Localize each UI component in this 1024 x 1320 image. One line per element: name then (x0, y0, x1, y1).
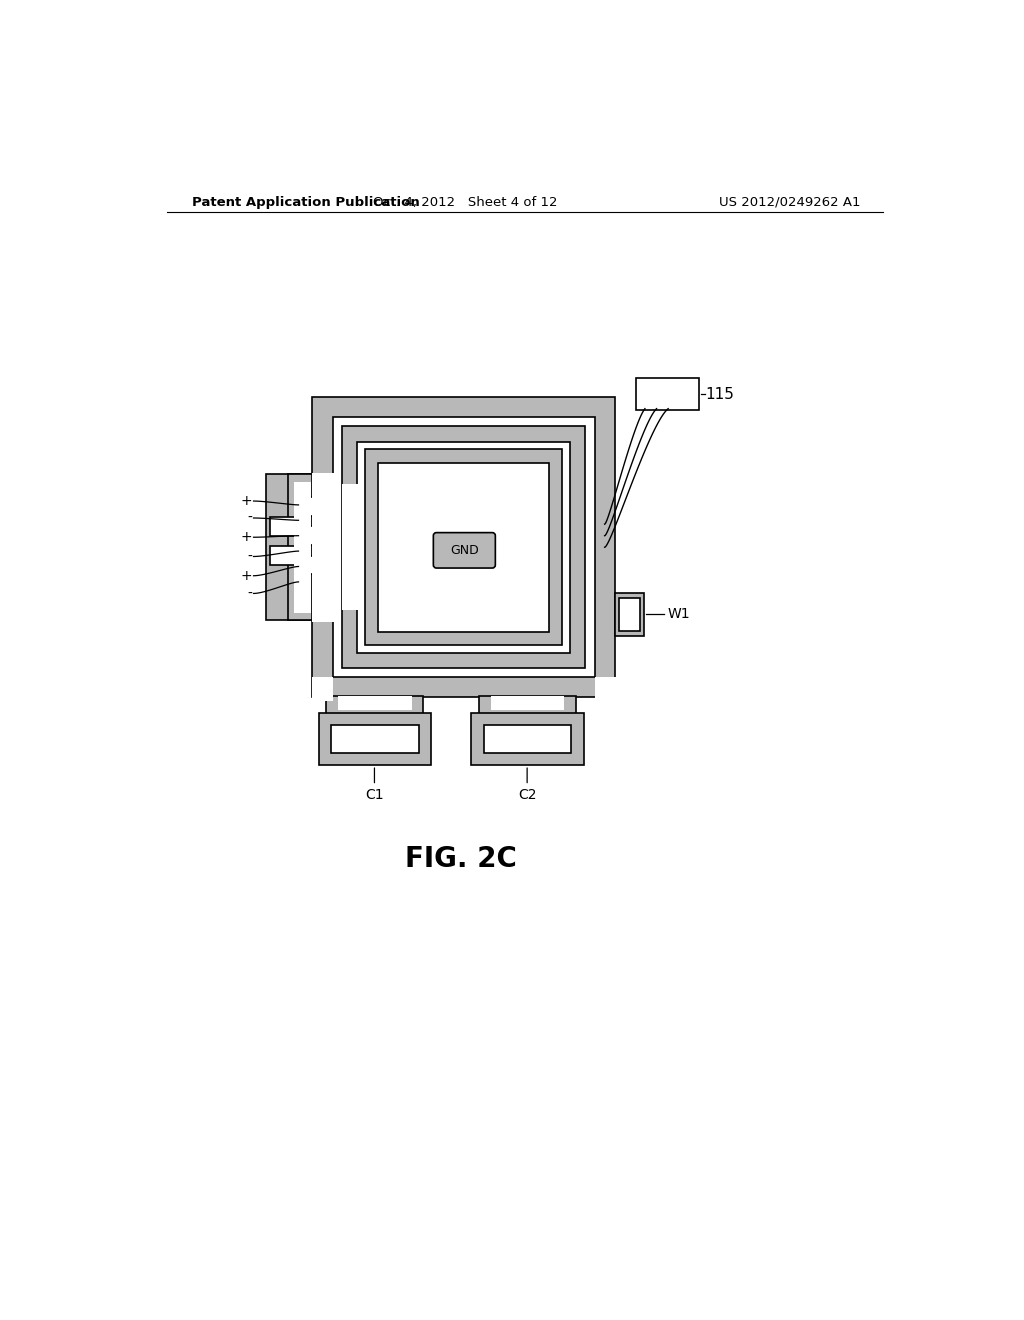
Text: -: - (247, 586, 252, 601)
Bar (270, 546, 295, 565)
Bar (471, 713, 584, 766)
Bar (302, 556, 332, 574)
Text: FIG. 2C: FIG. 2C (406, 845, 517, 873)
Bar (333, 417, 595, 677)
Bar (620, 598, 640, 631)
Bar (479, 696, 575, 714)
Text: -: - (247, 549, 252, 564)
Text: +: + (241, 531, 252, 544)
Bar (331, 725, 419, 752)
Bar (266, 474, 332, 620)
Bar (342, 426, 586, 668)
Bar (338, 696, 412, 710)
FancyBboxPatch shape (433, 533, 496, 568)
Text: GND: GND (450, 544, 479, 557)
Text: C2: C2 (518, 768, 537, 803)
Bar (302, 498, 332, 516)
Bar (357, 442, 569, 653)
Bar (636, 378, 699, 411)
Text: Oct. 4, 2012   Sheet 4 of 12: Oct. 4, 2012 Sheet 4 of 12 (373, 195, 557, 209)
Bar (312, 677, 333, 701)
Text: Patent Application Publication: Patent Application Publication (193, 195, 420, 209)
Bar (327, 696, 423, 714)
Text: +: + (241, 494, 252, 508)
Text: -: - (247, 511, 252, 525)
Text: W1: W1 (668, 607, 690, 622)
Bar (312, 473, 334, 622)
Text: +: + (241, 569, 252, 582)
Bar (366, 449, 562, 645)
Bar (595, 677, 618, 701)
Bar (328, 474, 332, 620)
Bar (490, 696, 564, 710)
Bar (270, 517, 295, 536)
Text: US 2012/0249262 A1: US 2012/0249262 A1 (719, 195, 860, 209)
Bar (378, 462, 549, 632)
Text: C1: C1 (366, 768, 384, 803)
Bar (302, 527, 332, 545)
Text: 115: 115 (706, 387, 734, 401)
Bar (289, 474, 312, 620)
Bar (318, 713, 431, 766)
Bar (614, 594, 644, 636)
Bar (342, 484, 359, 610)
Bar (483, 725, 571, 752)
Bar (312, 397, 614, 697)
Bar (294, 482, 311, 612)
